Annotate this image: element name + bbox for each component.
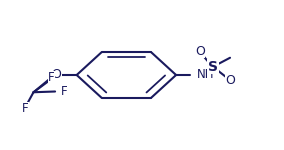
Text: O: O [225,74,235,87]
Text: F: F [22,102,29,115]
Text: F: F [48,71,55,84]
Text: S: S [208,60,218,74]
Text: O: O [195,45,205,58]
Text: NH: NH [197,69,214,81]
Text: F: F [61,85,67,98]
Text: O: O [51,69,61,81]
